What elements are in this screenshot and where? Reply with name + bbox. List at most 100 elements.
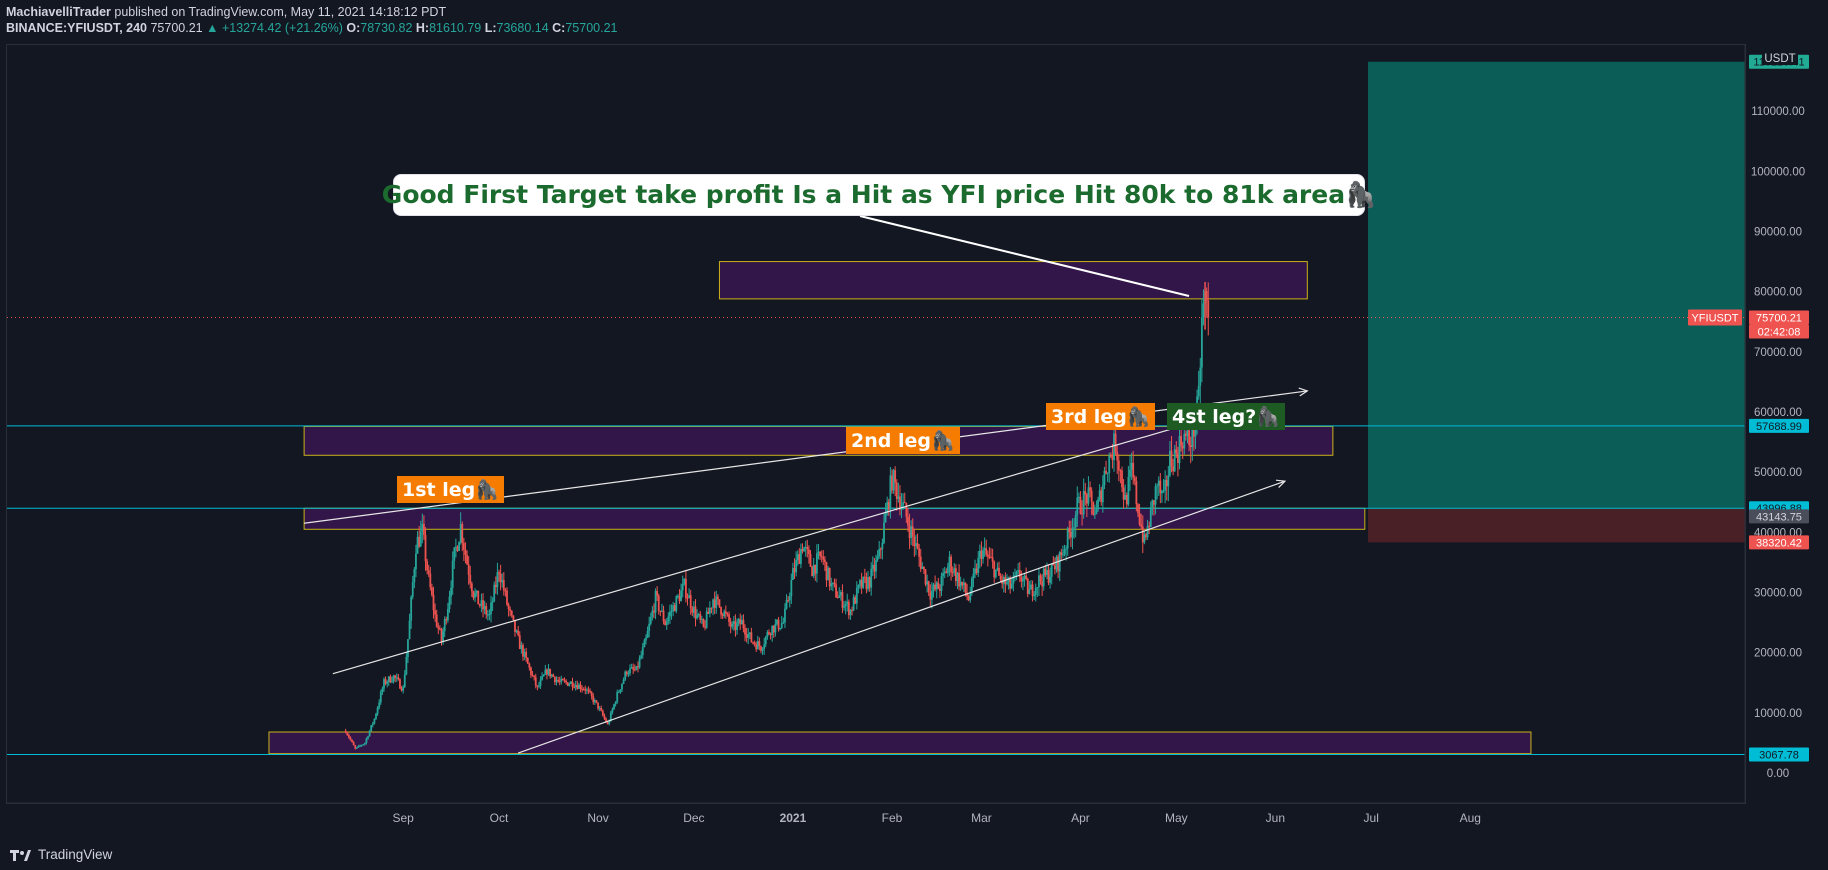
candle-body (1074, 515, 1077, 528)
candle-body (726, 613, 729, 615)
candle-body (852, 597, 855, 611)
candle-body (1087, 487, 1090, 504)
symbol-label[interactable]: BINANCE:YFIUSDT, 240 (6, 21, 147, 35)
upper-trendline[interactable] (304, 390, 1308, 524)
candle-body (865, 577, 868, 590)
currency-label[interactable]: USDT (1764, 53, 1795, 65)
candle-body (1111, 456, 1114, 461)
symbol-tag[interactable]: YFIUSDT (1691, 313, 1738, 325)
candle-body (439, 628, 441, 630)
candle-body (867, 577, 869, 590)
candle-body (1090, 490, 1093, 502)
zone-resistance[interactable] (303, 425, 1334, 456)
candle-body (665, 621, 668, 625)
candle-body (913, 536, 916, 547)
candle-body (1181, 445, 1184, 449)
candle-body (886, 501, 889, 514)
stop-loss-zone[interactable] (1368, 508, 1745, 543)
candle-body (859, 580, 861, 585)
candle-body (1026, 578, 1029, 595)
candle-body (453, 547, 456, 561)
candle-body (1012, 575, 1015, 584)
candle-body (1119, 470, 1122, 472)
candle-body (1170, 450, 1173, 467)
candle-body (708, 607, 711, 614)
candle-body (1028, 589, 1031, 595)
candle-body (694, 606, 697, 619)
candle-body (1188, 430, 1190, 446)
candle-body (977, 557, 980, 573)
candle-body (740, 619, 743, 625)
candle-body (536, 685, 539, 687)
leg-1-label[interactable]: 1st leg🦍 (397, 476, 504, 503)
candle-body (368, 730, 371, 737)
candle-body (347, 734, 350, 738)
candle-body (557, 679, 560, 682)
candle-body (367, 736, 369, 739)
candle-body (967, 596, 970, 601)
candle-body (381, 688, 384, 693)
candle-body (835, 584, 837, 598)
leg-4-label[interactable]: 4st leg?🦍 (1167, 403, 1285, 430)
candle-body (506, 590, 508, 605)
candle-body (1185, 433, 1187, 437)
zone-support[interactable] (303, 507, 1366, 530)
middle-trendline[interactable] (332, 408, 1241, 675)
zone-bottom[interactable] (268, 731, 1532, 755)
candle-body (937, 582, 940, 589)
candle-body (1069, 532, 1072, 538)
zone-top[interactable] (718, 261, 1308, 300)
candle-body (1186, 430, 1189, 437)
leg-3-label[interactable]: 3rd leg🦍 (1046, 403, 1156, 430)
candle-body (716, 596, 719, 600)
leg-2-label[interactable]: 2nd leg🦍 (846, 427, 960, 454)
close-value: 75700.21 (565, 21, 618, 35)
candle-body (539, 679, 542, 686)
candle-body (962, 582, 965, 586)
candle-body (780, 623, 783, 629)
candle-body (534, 677, 537, 686)
candle-body (876, 556, 879, 561)
candle-body (510, 610, 513, 616)
candle-body (718, 599, 721, 607)
profit-zone[interactable] (1368, 61, 1745, 509)
candle-body (758, 641, 761, 647)
candle-body (916, 543, 919, 549)
candle-body (392, 675, 395, 682)
candle-body (359, 745, 361, 747)
candle-body (875, 560, 877, 572)
candle-body (357, 745, 360, 748)
candle-body (1049, 576, 1052, 583)
candle-body (670, 611, 673, 613)
candle-body (934, 584, 937, 590)
candle-body (373, 718, 376, 724)
candle-body (387, 676, 390, 683)
candle-body (673, 605, 676, 612)
candle-body (1085, 494, 1088, 504)
candle-body (600, 707, 603, 711)
candle-body (924, 569, 927, 585)
candle-body (669, 611, 671, 617)
candle-body (710, 607, 713, 609)
candle-body (550, 674, 553, 677)
candle-body (577, 684, 580, 689)
candle-body (462, 543, 465, 550)
candle-body (475, 590, 478, 594)
tradingview-brand[interactable]: TradingView (10, 847, 112, 862)
candle-body (793, 568, 796, 573)
candle-body (1138, 513, 1141, 525)
lower-trendline[interactable] (517, 480, 1286, 754)
candle-body (980, 550, 983, 559)
candle-body (1033, 594, 1036, 597)
candle-body (656, 590, 659, 596)
candle-body (1205, 291, 1208, 301)
badge-level-3-bg (1749, 509, 1809, 524)
candle-body (1054, 565, 1056, 570)
symbol-tag-bg[interactable] (1688, 309, 1742, 326)
candle-body (1105, 470, 1107, 474)
target-callout[interactable]: Good First Target take profit Is a Hit a… (382, 174, 1376, 216)
author-name[interactable]: MachiavelliTrader (6, 5, 111, 19)
candle-body (964, 582, 967, 593)
candle-body (667, 616, 670, 622)
